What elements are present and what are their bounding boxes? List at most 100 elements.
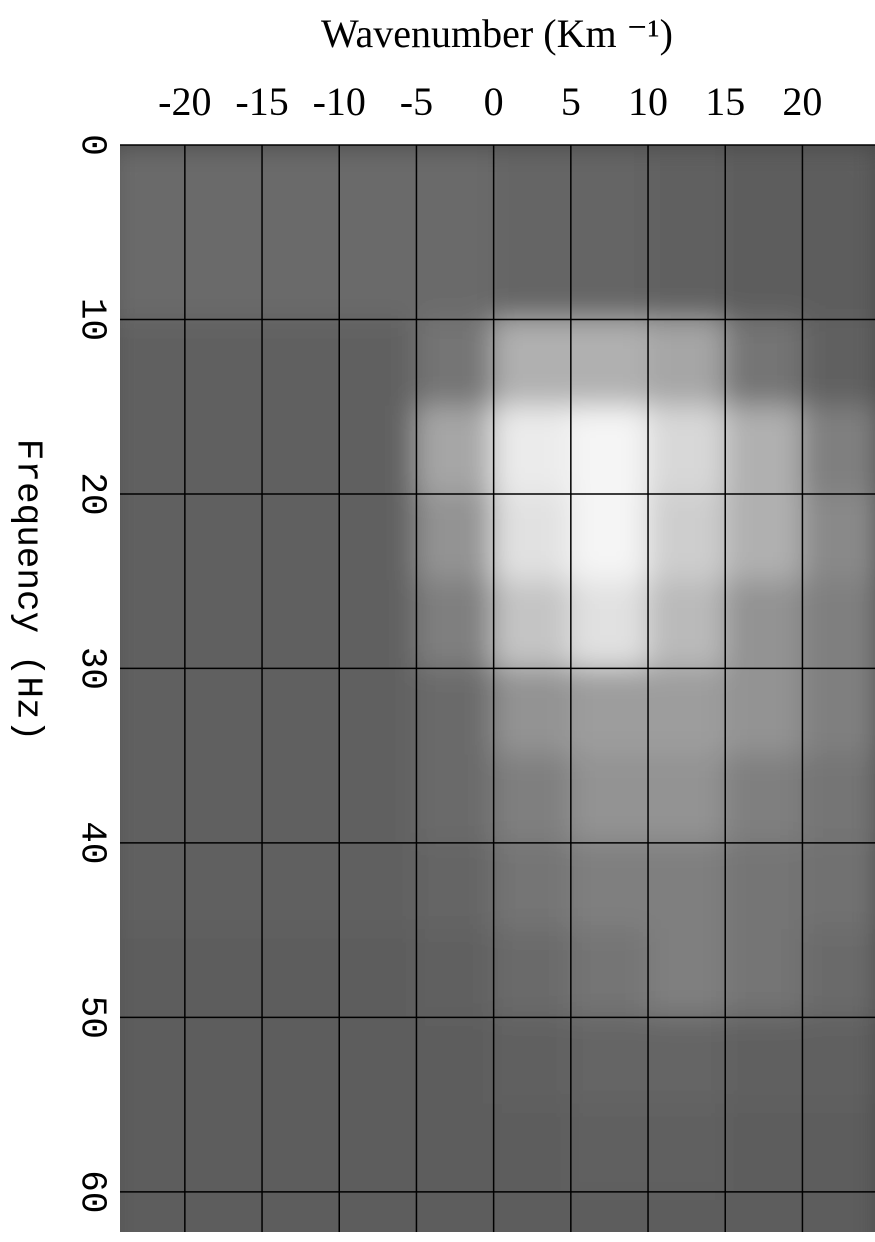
x-tick-label: 15 — [705, 79, 745, 124]
heat-cell — [184, 842, 263, 931]
heat-cell — [570, 1016, 649, 1105]
heat-cell — [261, 1016, 340, 1105]
heat-cell — [107, 1016, 186, 1105]
heat-cell — [647, 755, 726, 844]
heat-cell — [493, 144, 572, 233]
heat-cell — [647, 929, 726, 1018]
heat-cell — [261, 318, 340, 407]
heat-cell — [338, 1191, 417, 1242]
heat-cell — [570, 406, 649, 495]
heat-cell — [724, 580, 803, 669]
heat-cell — [493, 1016, 572, 1105]
heat-cell — [184, 929, 263, 1018]
heat-cell — [493, 667, 572, 756]
x-tick-label: -20 — [158, 79, 211, 124]
heat-cell — [415, 144, 494, 233]
heat-cell — [724, 842, 803, 931]
heat-cell — [338, 144, 417, 233]
heat-cell — [415, 842, 494, 931]
heat-cell — [184, 1191, 263, 1242]
heat-cell — [261, 842, 340, 931]
heat-cell — [570, 144, 649, 233]
heat-cell — [801, 493, 875, 582]
heat-cell — [570, 842, 649, 931]
heat-cell — [338, 406, 417, 495]
heat-cell — [338, 755, 417, 844]
heat-cell — [493, 318, 572, 407]
heat-cell — [415, 1104, 494, 1193]
heat-cell — [647, 493, 726, 582]
heat-cell — [801, 667, 875, 756]
heat-cell — [570, 929, 649, 1018]
heat-cell — [570, 1191, 649, 1242]
chart: Wavenumber (Km ⁻¹) Frequency (Hz) -20 -15… — [0, 0, 875, 1242]
heat-cell — [107, 1191, 186, 1242]
heat-cell — [338, 493, 417, 582]
heat-cell — [801, 144, 875, 233]
heat-cell — [415, 493, 494, 582]
heat-cell — [415, 1016, 494, 1105]
heat-cell — [107, 144, 186, 233]
heat-cell — [647, 1191, 726, 1242]
heat-cell — [107, 231, 186, 320]
heat-cell — [801, 1104, 875, 1193]
y-tick-label: 50 — [71, 996, 112, 1039]
heat-cell — [261, 406, 340, 495]
heat-cell — [338, 580, 417, 669]
heat-cell — [184, 493, 263, 582]
heat-cell — [570, 318, 649, 407]
heat-cell — [570, 755, 649, 844]
heat-cell — [415, 1191, 494, 1242]
y-tick-label: 0 — [71, 134, 112, 156]
heat-cell — [724, 929, 803, 1018]
heat-cell — [647, 406, 726, 495]
heat-cell — [184, 231, 263, 320]
heat-cell — [801, 1191, 875, 1242]
heat-cell — [801, 755, 875, 844]
heat-cell — [261, 929, 340, 1018]
heat-cell — [724, 318, 803, 407]
x-tick-label: 20 — [782, 79, 822, 124]
heat-cell — [493, 493, 572, 582]
heat-cell — [107, 493, 186, 582]
y-tick-label: 20 — [71, 472, 112, 515]
x-tick-label: -10 — [313, 79, 366, 124]
heat-cell — [801, 231, 875, 320]
heat-cell — [415, 318, 494, 407]
heat-cell — [493, 1104, 572, 1193]
heat-cell — [184, 144, 263, 233]
heat-cell — [184, 1104, 263, 1193]
heat-cell — [415, 231, 494, 320]
heat-cell — [570, 493, 649, 582]
heat-cell — [724, 406, 803, 495]
y-tick-label: 30 — [71, 647, 112, 690]
heat-cell — [493, 755, 572, 844]
heat-cell — [493, 929, 572, 1018]
heat-cell — [801, 406, 875, 495]
heat-cell — [107, 929, 186, 1018]
heat-cell — [724, 144, 803, 233]
heat-cell — [107, 406, 186, 495]
heat-cell — [184, 318, 263, 407]
x-tick-label: -5 — [400, 79, 433, 124]
heat-cell — [184, 1016, 263, 1105]
heat-cell — [107, 667, 186, 756]
heat-cell — [261, 144, 340, 233]
y-tick-label: 60 — [71, 1170, 112, 1213]
heat-cell — [338, 842, 417, 931]
heat-cell — [493, 1191, 572, 1242]
x-tick-label: 5 — [561, 79, 581, 124]
heat-cell — [724, 1016, 803, 1105]
heat-cell — [338, 929, 417, 1018]
heat-cell — [570, 1104, 649, 1193]
heat-cell — [647, 144, 726, 233]
x-tick-label: -15 — [235, 79, 288, 124]
heat-cell — [107, 580, 186, 669]
heat-cell — [724, 231, 803, 320]
heat-cell — [493, 406, 572, 495]
y-axis-title: Frequency (Hz) — [7, 439, 48, 741]
heat-cell — [107, 755, 186, 844]
heat-cell — [647, 231, 726, 320]
heat-cell — [415, 755, 494, 844]
x-axis-title: Wavenumber (Km ⁻¹) — [321, 11, 673, 56]
